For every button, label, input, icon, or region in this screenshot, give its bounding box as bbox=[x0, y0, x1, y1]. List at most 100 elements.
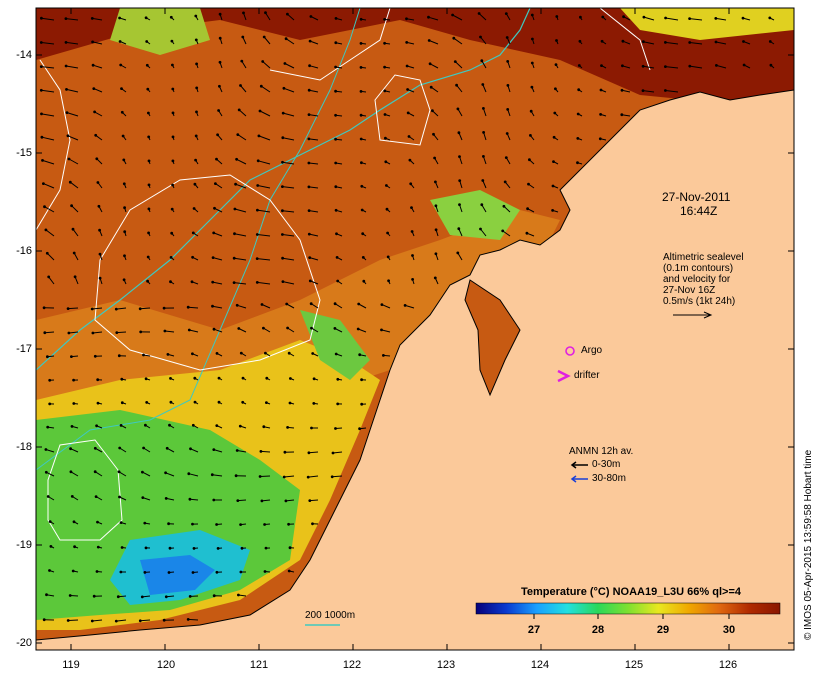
velocity-vector-head bbox=[215, 570, 219, 574]
velocity-vector-head bbox=[94, 133, 98, 137]
velocity-vector-head bbox=[241, 376, 245, 380]
velocity-vector-head bbox=[263, 523, 266, 526]
velocity-vector-head bbox=[171, 63, 174, 67]
velocity-vector bbox=[260, 475, 271, 477]
velocity-vector-head bbox=[93, 470, 97, 474]
velocity-vector bbox=[283, 112, 295, 117]
velocity-vector bbox=[689, 65, 703, 69]
velocity-vector-head bbox=[282, 86, 286, 90]
velocity-vector bbox=[66, 112, 79, 117]
velocity-vector-head bbox=[383, 113, 387, 116]
velocity-vector-head bbox=[142, 353, 145, 357]
velocity-vector-head bbox=[555, 39, 558, 42]
velocity-vector-head bbox=[361, 256, 365, 259]
velocity-vector-head bbox=[336, 279, 340, 283]
velocity-vector-head bbox=[553, 111, 557, 115]
velocity-vector bbox=[68, 619, 79, 621]
velocity-vector-head bbox=[189, 447, 192, 451]
velocity-vector-head bbox=[66, 307, 70, 310]
velocity-vector-head bbox=[146, 279, 150, 283]
velocity-vector-head bbox=[187, 472, 191, 476]
velocity-vector-head bbox=[120, 87, 123, 90]
velocity-vector-head bbox=[48, 569, 51, 572]
velocity-vector-head bbox=[95, 424, 98, 428]
velocity-vector bbox=[282, 161, 295, 165]
velocity-vector-head bbox=[530, 61, 534, 65]
velocity-vector bbox=[237, 134, 247, 141]
velocity-vector bbox=[140, 307, 151, 310]
x-tick-label: 120 bbox=[156, 659, 176, 671]
velocity-vector bbox=[260, 450, 271, 453]
velocity-vector-head bbox=[458, 155, 461, 159]
velocity-vector bbox=[381, 304, 391, 309]
velocity-vector-head bbox=[256, 208, 259, 212]
velocity-vector-head bbox=[218, 36, 222, 40]
velocity-vector-head bbox=[310, 326, 313, 330]
velocity-vector bbox=[285, 38, 295, 45]
y-tick-label: -16 bbox=[16, 245, 32, 257]
velocity-vector bbox=[257, 209, 271, 213]
velocity-vector-head bbox=[115, 331, 119, 334]
velocity-vector bbox=[140, 619, 151, 622]
velocity-vector-head bbox=[576, 161, 579, 165]
velocity-vector-head bbox=[119, 424, 123, 427]
velocity-vector-head bbox=[308, 64, 311, 68]
velocity-vector-head bbox=[551, 184, 555, 188]
velocity-vector-head bbox=[335, 256, 339, 259]
velocity-vector-head bbox=[407, 135, 411, 138]
velocity-vector-head bbox=[123, 230, 127, 234]
velocity-vector-head bbox=[211, 256, 215, 259]
velocity-vector-head bbox=[501, 229, 505, 233]
velocity-vector bbox=[308, 162, 319, 165]
velocity-vector bbox=[212, 305, 223, 309]
velocity-vector-head bbox=[477, 12, 481, 15]
velocity-vector-head bbox=[577, 88, 581, 92]
velocity-vector-head bbox=[48, 402, 52, 406]
velocity-vector-head bbox=[147, 111, 150, 115]
velocity-vector-head bbox=[211, 280, 215, 284]
velocity-vector bbox=[188, 618, 199, 621]
colorbar-tick-label: 29 bbox=[656, 624, 670, 636]
velocity-vector-head bbox=[281, 256, 284, 260]
velocity-vector-head bbox=[433, 276, 437, 280]
velocity-vector-head bbox=[457, 131, 461, 135]
velocity-vector-head bbox=[599, 88, 603, 92]
velocity-vector-head bbox=[307, 185, 311, 189]
velocity-vector bbox=[240, 85, 247, 93]
velocity-vector bbox=[212, 474, 223, 477]
velocity-vector-head bbox=[480, 203, 484, 207]
velocity-vector-head bbox=[48, 520, 52, 523]
velocity-vector bbox=[46, 471, 55, 477]
velocity-vector-head bbox=[599, 113, 602, 116]
velocity-vector-head bbox=[232, 281, 236, 284]
x-tick-label: 126 bbox=[718, 659, 738, 671]
velocity-vector-head bbox=[334, 427, 337, 430]
velocity-vector-head bbox=[234, 182, 238, 186]
y-tick-label: -20 bbox=[16, 637, 32, 649]
anmn-deep-arrow-head bbox=[570, 475, 577, 483]
velocity-vector-head bbox=[65, 111, 69, 114]
velocity-vector bbox=[41, 136, 55, 141]
velocity-vector-head bbox=[256, 159, 260, 163]
estuary bbox=[464, 279, 521, 397]
velocity-vector bbox=[165, 472, 175, 477]
velocity-vector-head bbox=[715, 64, 718, 67]
velocity-vector-head bbox=[186, 305, 190, 309]
velocity-vector-head bbox=[46, 355, 49, 359]
velocity-vector-head bbox=[71, 227, 75, 231]
velocity-vector bbox=[65, 18, 79, 21]
velocity-vector-head bbox=[455, 83, 458, 87]
velocity-vector-head bbox=[601, 15, 605, 19]
velocity-vector-head bbox=[168, 423, 171, 427]
velocity-vector-head bbox=[281, 185, 284, 189]
velocity-vector-head bbox=[235, 157, 239, 161]
velocity-vector-head bbox=[359, 137, 363, 141]
velocity-vector-head bbox=[576, 137, 580, 140]
velocity-vector-head bbox=[191, 522, 194, 526]
velocity-vector bbox=[502, 230, 511, 237]
velocity-vector-head bbox=[308, 499, 312, 502]
velocity-vector-head bbox=[116, 595, 120, 599]
velocity-vector-head bbox=[97, 204, 101, 208]
velocity-vector-head bbox=[264, 351, 267, 355]
